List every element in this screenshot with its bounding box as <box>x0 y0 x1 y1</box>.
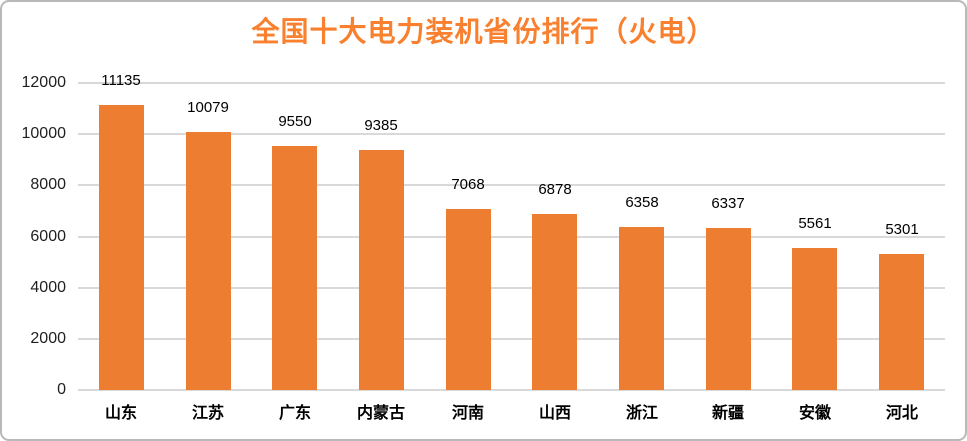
category-label: 山东 <box>104 405 137 422</box>
category-label: 江苏 <box>191 405 224 422</box>
category-label: 广东 <box>278 405 311 422</box>
gridline <box>78 389 945 391</box>
gridline <box>78 82 945 84</box>
bar <box>272 146 317 390</box>
category-label: 内蒙古 <box>356 405 405 422</box>
y-axis-tick-label: 8000 <box>30 176 66 194</box>
bar <box>532 214 577 390</box>
bar-value-label: 6358 <box>625 194 659 211</box>
bar <box>186 132 231 390</box>
bar <box>359 150 404 390</box>
bar <box>792 248 837 390</box>
bar <box>99 105 144 390</box>
y-axis-tick-label: 12000 <box>21 74 67 91</box>
gridline <box>78 184 945 187</box>
bar-value-label: 6878 <box>538 181 572 198</box>
gridline <box>78 235 945 238</box>
gridline <box>78 337 945 340</box>
bar <box>619 227 664 390</box>
bar-value-label: 6337 <box>711 195 745 212</box>
gridline <box>78 286 945 289</box>
y-axis-tick-label: 10000 <box>21 125 67 143</box>
bar-value-label: 11135 <box>101 72 141 89</box>
bar-value-label: 10079 <box>187 99 229 116</box>
category-label: 新疆 <box>711 405 744 422</box>
bar-value-label: 7068 <box>451 176 485 193</box>
category-label: 安徽 <box>798 405 831 422</box>
bar <box>879 254 924 390</box>
y-axis-tick-label: 4000 <box>30 278 66 296</box>
category-label: 山西 <box>538 405 571 422</box>
bar <box>706 228 751 390</box>
y-axis-tick-label: 6000 <box>30 227 66 245</box>
category-label: 河南 <box>451 405 484 422</box>
chart-title: 全国十大电力装机省份排行（火电） <box>251 16 716 47</box>
bar <box>446 209 491 390</box>
gridline <box>78 133 945 136</box>
bar-value-label: 9385 <box>364 117 398 134</box>
bar-value-label: 9550 <box>278 113 312 130</box>
y-axis-tick-label: 2000 <box>30 329 66 347</box>
category-label: 河北 <box>885 405 918 422</box>
category-label: 浙江 <box>625 405 658 422</box>
bar-value-label: 5301 <box>885 221 919 238</box>
y-axis-tick-label: 0 <box>57 381 66 398</box>
bar-value-label: 5561 <box>798 215 832 232</box>
